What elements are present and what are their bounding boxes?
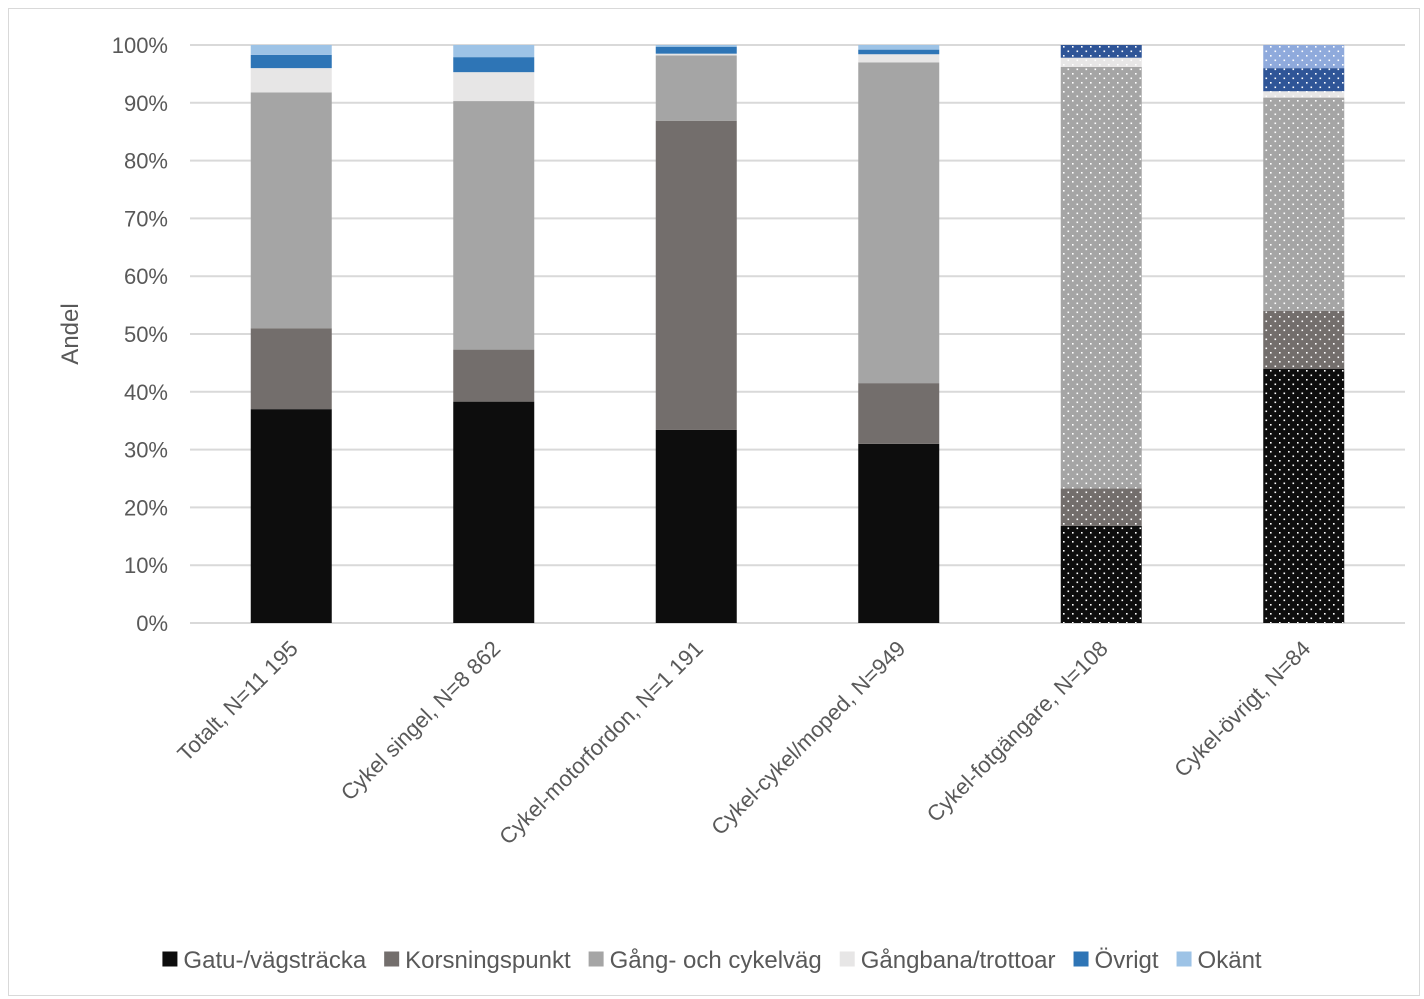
bar-segment xyxy=(1263,368,1345,623)
legend-swatch xyxy=(1073,951,1089,967)
legend-label: Gångbana/trottoar xyxy=(861,947,1056,974)
bar-segment xyxy=(250,54,332,69)
legend-swatch xyxy=(588,951,604,967)
bar-segment xyxy=(1060,57,1142,67)
bar-segment xyxy=(1263,97,1345,311)
legend: Gatu-/vägsträcka Korsningspunkt Gång- och … xyxy=(162,947,1262,974)
y-tick-label: 10% xyxy=(124,553,168,578)
y-tick-label: 90% xyxy=(124,91,168,116)
legend-label: Gång- och cykelväg xyxy=(610,947,822,974)
bar-stack xyxy=(858,45,940,623)
bar-segment xyxy=(1263,45,1345,69)
y-tick-label: 50% xyxy=(124,322,168,347)
bar-segment xyxy=(655,55,737,121)
bar-segment xyxy=(453,101,535,350)
legend-label: Övrigt xyxy=(1095,947,1159,974)
bar-segment xyxy=(453,72,535,102)
bar-segment xyxy=(858,62,940,384)
legend-swatch xyxy=(384,951,400,967)
legend-item: Gång- och cykelväg xyxy=(588,947,822,974)
bar-segment xyxy=(858,49,940,55)
bar-segment xyxy=(858,54,940,63)
bar-segment xyxy=(453,349,535,402)
legend-item: Okänt xyxy=(1176,947,1262,974)
legend-item: Övrigt xyxy=(1073,947,1159,974)
bar-stack xyxy=(1060,45,1142,623)
y-axis-label: Andel xyxy=(57,303,84,364)
bar-segment xyxy=(858,443,940,623)
legend-swatch xyxy=(839,951,855,967)
y-tick-label: 100% xyxy=(112,33,168,58)
x-tick-label: Cykel-motorfordon, N=1 191 xyxy=(494,636,708,850)
bar-segment xyxy=(1060,66,1142,489)
bar-stack xyxy=(250,45,332,623)
bar-segment xyxy=(858,383,940,444)
y-tick-label: 60% xyxy=(124,264,168,289)
bar-stack xyxy=(655,45,737,623)
legend-item: Gångbana/trottoar xyxy=(839,947,1056,974)
bar-segment xyxy=(655,45,737,47)
bar-segment xyxy=(655,46,737,54)
x-tick-label: Cykel-cykel/moped, N=949 xyxy=(706,636,910,840)
y-tick-label: 70% xyxy=(124,206,168,231)
y-tick-label: 0% xyxy=(136,611,168,636)
bar-segment xyxy=(1263,310,1345,369)
legend-label: Gatu-/vägsträcka xyxy=(183,947,366,974)
bar-segment xyxy=(655,120,737,430)
y-tick-label: 30% xyxy=(124,438,168,463)
bar-segment xyxy=(250,45,332,55)
bar-segment xyxy=(453,401,535,623)
bar-stack xyxy=(1263,45,1345,623)
bar-segment xyxy=(1060,525,1142,623)
bar-segment xyxy=(1263,68,1345,92)
legend-swatch xyxy=(162,951,178,967)
bar-segment xyxy=(655,429,737,623)
x-tick-label: Totalt, N=11 195 xyxy=(173,636,303,766)
bar-segment xyxy=(250,409,332,623)
bar-stack xyxy=(453,45,535,623)
bar-segment xyxy=(453,57,535,73)
y-tick-label: 20% xyxy=(124,495,168,520)
legend-swatch xyxy=(1176,951,1192,967)
y-tick-label: 80% xyxy=(124,149,168,174)
x-tick-label: Cykel-övrigt, N=84 xyxy=(1169,636,1315,782)
bar-segment xyxy=(655,53,737,56)
x-tick-label: Cykel-fotgängare, N=108 xyxy=(922,636,1113,827)
bar-segment xyxy=(453,45,535,58)
bar-segment xyxy=(858,45,940,50)
gridlines xyxy=(190,44,1405,624)
y-axis-ticks: 0% 10% 20% 30% 40% 50% 60% 70% 80% 90% 100% xyxy=(112,33,168,636)
bar-segment xyxy=(250,92,332,329)
legend-item: Korsningspunkt xyxy=(384,947,571,974)
bar-segment xyxy=(1060,45,1142,58)
x-tick-label: Cykel singel, N=8 862 xyxy=(336,636,505,805)
legend-item: Gatu-/vägsträcka xyxy=(162,947,367,974)
bars xyxy=(250,45,1345,623)
bar-segment xyxy=(1060,488,1142,526)
bar-segment xyxy=(1263,91,1345,98)
bar-segment xyxy=(250,68,332,93)
x-axis-ticks: Totalt, N=11 195 Cykel singel, N=8 862Cyk… xyxy=(173,636,1316,850)
legend-label: Korsningspunkt xyxy=(405,947,571,974)
legend-label: Okänt xyxy=(1198,947,1262,974)
bar-segment xyxy=(250,328,332,410)
y-tick-label: 40% xyxy=(124,380,168,405)
